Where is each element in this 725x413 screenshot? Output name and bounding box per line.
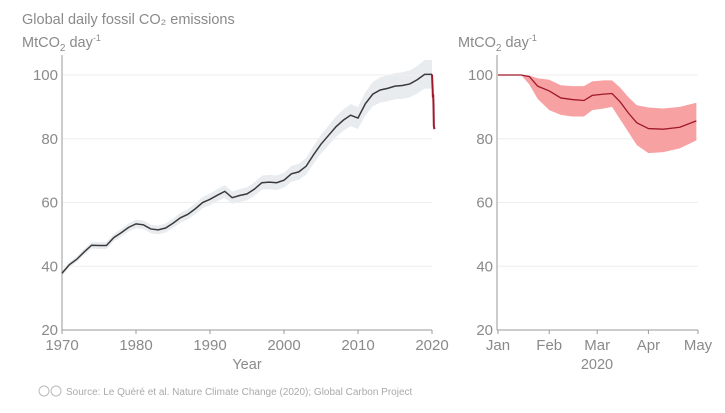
x-tick-label: 1990 bbox=[193, 337, 226, 354]
annual-uncertainty-band bbox=[62, 59, 432, 276]
y-tick-label: 100 bbox=[468, 67, 493, 84]
x-tick-label: Mar bbox=[584, 337, 610, 354]
y-tick-label: 60 bbox=[41, 195, 58, 212]
x-tick-label: May bbox=[684, 337, 713, 354]
daily-emissions-line bbox=[498, 74, 697, 130]
x-tick-label: 1980 bbox=[119, 337, 152, 354]
y-tick-label: 20 bbox=[476, 322, 493, 339]
y-tick-label: 20 bbox=[41, 322, 58, 339]
y-tick-label: 80 bbox=[476, 131, 493, 148]
x-tick-label: 1970 bbox=[45, 337, 78, 354]
creative-commons-by-icon bbox=[38, 385, 62, 397]
x-tick-label: Feb bbox=[536, 337, 562, 354]
right-y-axis-label: MtCO2 day-1 bbox=[458, 33, 537, 54]
annual-emissions-line bbox=[61, 73, 432, 274]
annual-emissions-chart: 20 40 60 80 100 1970 1980 1990 2000 2010 2020 bbox=[33, 55, 449, 354]
right-x-axis-label: 2020 bbox=[581, 357, 613, 373]
2020-daily-drop-line bbox=[431, 74, 436, 130]
daily-uncertainty-band bbox=[498, 75, 697, 154]
x-tick-label: 2000 bbox=[267, 337, 300, 354]
x-tick-label: 2020 bbox=[415, 337, 448, 354]
daily-emissions-chart: 20 40 60 80 100 Jan Feb Mar Apr May bbox=[468, 55, 713, 354]
chart-title: Global daily fossil CO₂ emissions bbox=[22, 12, 235, 28]
left-x-axis-label: Year bbox=[232, 357, 261, 373]
y-tick-label: 40 bbox=[476, 258, 493, 275]
x-tick-label: Jan bbox=[486, 337, 510, 354]
y-tick-label: 80 bbox=[41, 131, 58, 148]
y-tick-label: 60 bbox=[476, 195, 493, 212]
y-tick-label: 100 bbox=[33, 67, 58, 84]
source-note: Source: Le Quéré et al. Nature Climate C… bbox=[66, 387, 413, 398]
y-tick-label: 40 bbox=[41, 258, 58, 275]
x-tick-label: 2010 bbox=[341, 337, 374, 354]
left-y-axis-label: MtCO2 day-1 bbox=[22, 33, 101, 54]
x-tick-label: Apr bbox=[637, 337, 660, 354]
